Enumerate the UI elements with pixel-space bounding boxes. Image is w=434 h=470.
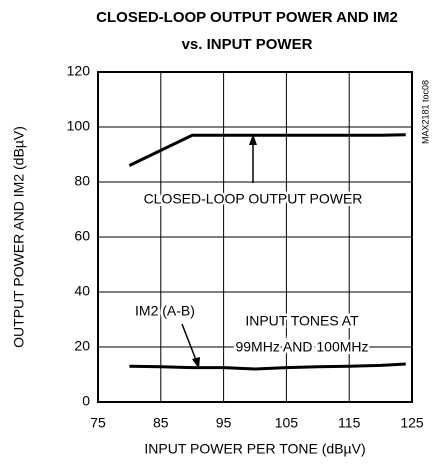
x-tick-label: 75 xyxy=(90,415,106,431)
y-tick-label: 60 xyxy=(74,228,90,244)
x-tick-label: 115 xyxy=(338,415,361,431)
y-axis-label: OUTPUT POWER AND IM2 (dBµV) xyxy=(11,126,27,348)
chart-title: CLOSED-LOOP OUTPUT POWER AND IM2 xyxy=(96,9,398,26)
annotation: 99MHz AND 100MHz xyxy=(235,339,368,355)
side-note: MAX2181 toc08 xyxy=(420,80,430,144)
chart-title: vs. INPUT POWER xyxy=(182,36,313,53)
series-line xyxy=(128,133,406,167)
y-tick-label: 0 xyxy=(82,393,90,409)
x-tick-label: 85 xyxy=(153,415,169,431)
y-tick-label: 80 xyxy=(74,173,90,189)
annotation: INPUT TONES AT xyxy=(245,313,359,329)
series-label: CLOSED-LOOP OUTPUT POWER xyxy=(144,191,363,207)
arrow-head xyxy=(249,134,257,145)
y-tick-label: 100 xyxy=(67,118,91,134)
y-tick-label: 20 xyxy=(74,338,90,354)
plot-frame xyxy=(97,71,413,403)
y-tick-label: 120 xyxy=(67,63,91,79)
series-line xyxy=(129,362,406,371)
series-label: IM2 (A-B) xyxy=(135,303,195,319)
x-tick-label: 105 xyxy=(275,415,299,431)
x-tick-label: 95 xyxy=(216,415,232,431)
x-axis-label: INPUT POWER PER TONE (dBµV) xyxy=(144,441,365,457)
y-tick-label: 40 xyxy=(74,283,90,299)
arrow xyxy=(181,323,197,361)
arrow-head xyxy=(192,357,200,369)
x-tick-label: 125 xyxy=(400,415,424,431)
